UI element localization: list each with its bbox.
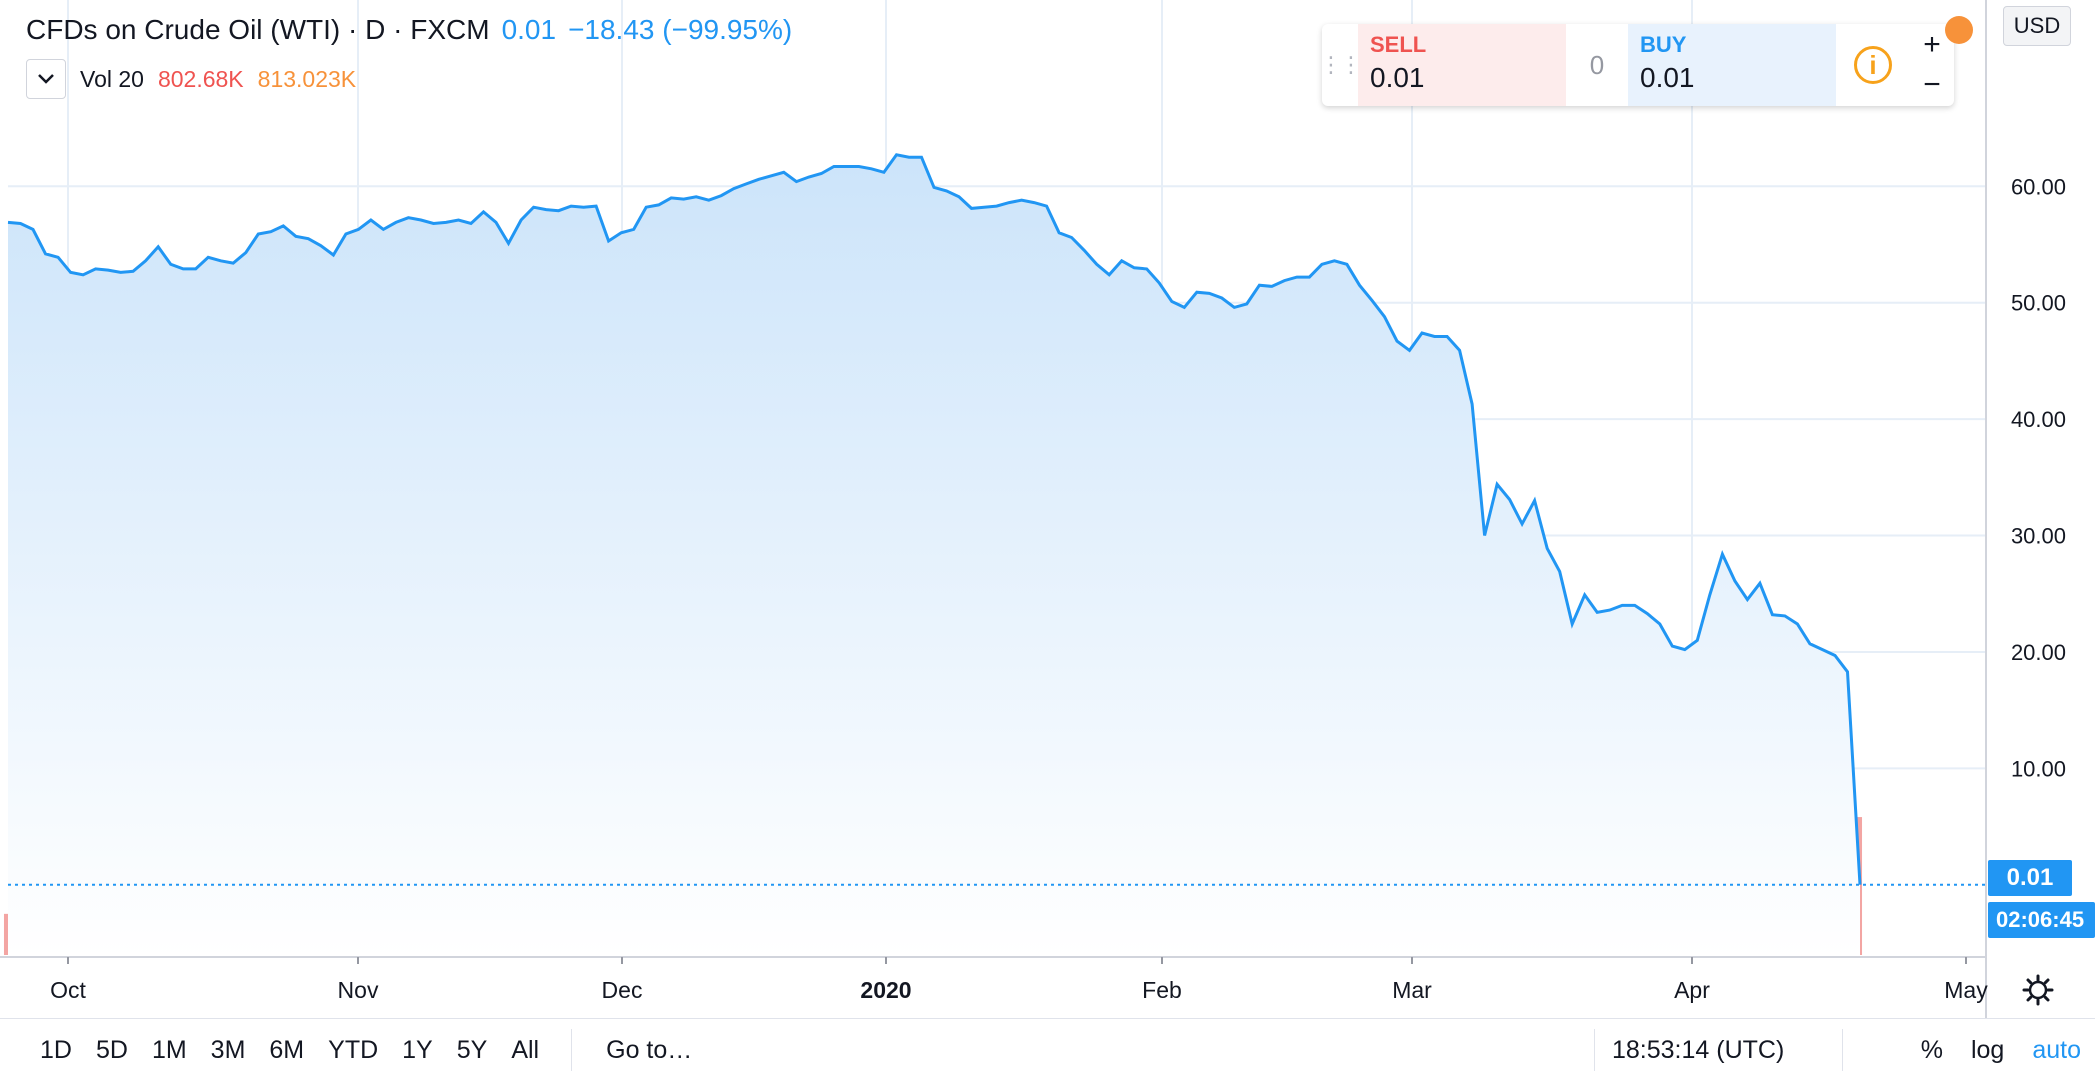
time-tick-label: Dec <box>602 977 643 1003</box>
sell-label: SELL <box>1370 32 1427 57</box>
price-axis[interactable]: 10.00 20.00 30.00 40.00 50.00 60.00 <box>2011 174 2066 781</box>
volume-legend: Vol 20 802.68K 813.023K <box>26 58 356 100</box>
notification-badge[interactable] <box>1945 16 1973 44</box>
buy-button[interactable]: BUY 0.01 <box>1628 24 1836 106</box>
range-buttons: 1D 5D 1M 3M 6M YTD 1Y 5Y All <box>28 1036 551 1065</box>
price-tick-label: 20.00 <box>2011 640 2066 665</box>
gear-icon <box>2022 974 2054 1006</box>
toolbar-divider <box>1594 1029 1595 1071</box>
auto-scale-toggle[interactable]: auto <box>2032 1035 2081 1064</box>
time-tick-label: Apr <box>1674 977 1710 1003</box>
trade-panel: ⋮⋮ SELL 0.01 0 BUY 0.01 i + − <box>1322 24 1954 106</box>
price-area-fill <box>8 154 1860 958</box>
time-tick-label: Mar <box>1392 977 1432 1003</box>
time-tick-label: Nov <box>338 977 379 1003</box>
volume-value: 802.68K <box>157 65 244 92</box>
buy-label: BUY <box>1640 32 1687 57</box>
range-button[interactable]: All <box>511 1035 540 1064</box>
scale-toggles: % log auto <box>1921 1019 2081 1081</box>
price-tick-label: 10.00 <box>2011 756 2066 781</box>
spread-value: 0 <box>1589 49 1605 80</box>
price-change: −18.43 (−99.95%) <box>568 14 793 45</box>
bar-countdown: 02:06:45 <box>1988 902 2095 938</box>
currency-label[interactable]: USD <box>2003 6 2071 46</box>
price-chart[interactable]: 10.00 20.00 30.00 40.00 50.00 60.00 Oct Nov Dec… <box>0 0 2095 1018</box>
time-tick-label: May <box>1944 977 1988 1003</box>
log-scale-toggle[interactable]: log <box>1970 1035 2005 1064</box>
range-button[interactable]: 5D <box>95 1035 128 1064</box>
range-button[interactable]: 6M <box>269 1035 305 1064</box>
price-tick-label: 30.00 <box>2011 524 2066 549</box>
range-button[interactable]: 3M <box>210 1035 246 1064</box>
info-button[interactable]: i <box>1836 24 1910 106</box>
buy-price: 0.01 <box>1640 62 1695 93</box>
range-button[interactable]: 5Y <box>456 1035 488 1064</box>
last-price-value: 0.01 <box>501 14 557 45</box>
plus-button[interactable]: + <box>1923 28 1941 61</box>
price-tick-label: 40.00 <box>2011 407 2066 432</box>
chart-settings-button[interactable] <box>2016 968 2060 1012</box>
chevron-down-icon <box>38 74 54 84</box>
range-button[interactable]: YTD <box>328 1035 379 1064</box>
price-line <box>7 153 1862 885</box>
goto-date-button[interactable]: Go to… <box>606 1035 693 1064</box>
percent-scale-toggle[interactable]: % <box>1920 1035 1943 1064</box>
price-tick-label: 60.00 <box>2011 174 2066 199</box>
bottom-toolbar: 1D 5D 1M 3M 6M YTD 1Y 5Y All Go to… 18:53:14 (UT… <box>0 1018 2095 1081</box>
symbol-legend: CFDs on Crude Oil (WTI) · D · FXCM 0.01 … <box>26 8 792 52</box>
volume-label[interactable]: Vol 20 <box>80 65 144 92</box>
toolbar-divider <box>1842 1029 1843 1071</box>
minus-button[interactable]: − <box>1923 68 1941 101</box>
toolbar-divider <box>571 1029 573 1071</box>
time-tick-label: Feb <box>1142 977 1182 1003</box>
range-button[interactable]: 1Y <box>402 1035 433 1064</box>
quantity-stepper: + − <box>1910 24 1954 106</box>
time-tick-label: Oct <box>50 977 86 1003</box>
time-axis[interactable]: Oct Nov Dec 2020 Feb Mar Apr May <box>50 957 1988 1003</box>
time-tick-label: 2020 <box>860 977 911 1003</box>
symbol-title[interactable]: CFDs on Crude Oil (WTI) · D · FXCM <box>26 14 490 45</box>
volume-ma-value: 813.023K <box>257 65 357 92</box>
info-icon: i <box>1854 46 1892 84</box>
drag-handle-icon[interactable]: ⋮⋮ <box>1322 52 1362 77</box>
sell-price: 0.01 <box>1370 62 1425 93</box>
range-button[interactable]: 1M <box>151 1035 187 1064</box>
price-tick-label: 50.00 <box>2011 291 2066 316</box>
utc-clock[interactable]: 18:53:14 (UTC) <box>1612 1019 1784 1081</box>
sell-button[interactable]: SELL 0.01 <box>1358 24 1566 106</box>
range-button[interactable]: 1D <box>40 1035 72 1064</box>
last-price-tag: 0.01 <box>1988 860 2072 896</box>
collapse-legend-button[interactable] <box>26 59 66 99</box>
clock-text: 18:53:14 (UTC) <box>1612 1035 1785 1064</box>
